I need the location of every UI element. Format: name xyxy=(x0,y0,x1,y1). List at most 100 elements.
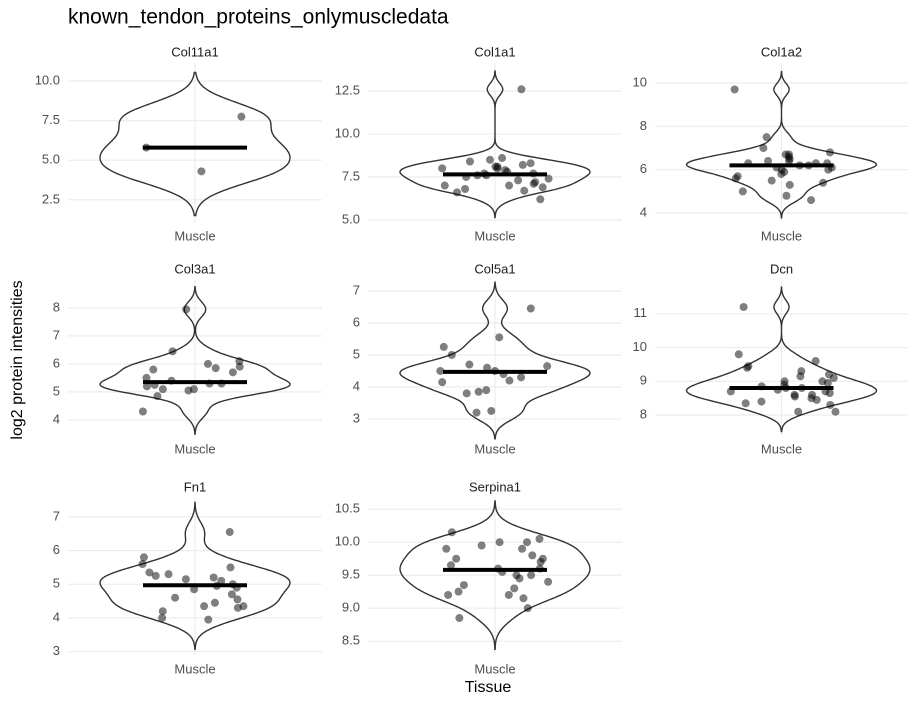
data-point xyxy=(734,350,743,359)
data-point xyxy=(212,581,221,590)
data-point xyxy=(442,544,451,553)
panel-title: Dcn xyxy=(770,261,793,276)
data-point xyxy=(795,161,804,170)
data-point xyxy=(529,169,538,178)
data-point xyxy=(739,303,748,312)
data-point xyxy=(764,157,773,166)
data-point xyxy=(498,567,507,576)
x-tick-label: Muscle xyxy=(474,228,515,243)
data-point xyxy=(482,171,491,180)
y-tick-label: 4 xyxy=(640,205,647,220)
data-point xyxy=(490,366,499,375)
data-point xyxy=(535,534,544,543)
data-point xyxy=(145,568,154,577)
data-point xyxy=(472,408,481,417)
data-point xyxy=(142,373,151,382)
y-tick-label: 10 xyxy=(633,74,647,89)
y-tick-label: 5 xyxy=(353,346,360,361)
data-point xyxy=(444,590,453,599)
data-point xyxy=(139,553,148,562)
data-point xyxy=(197,167,206,176)
data-point xyxy=(726,387,735,396)
data-point xyxy=(510,584,519,593)
data-point xyxy=(794,407,803,416)
data-point xyxy=(519,594,528,603)
data-point xyxy=(168,347,177,356)
data-point xyxy=(825,389,834,398)
data-point xyxy=(526,304,535,313)
violin xyxy=(399,500,591,651)
data-point xyxy=(757,382,766,391)
panel-title: Col11a1 xyxy=(171,44,218,59)
data-point xyxy=(138,560,147,569)
data-point xyxy=(453,188,462,197)
y-tick-label: 7 xyxy=(53,508,60,523)
y-tick-label: 4 xyxy=(53,609,60,624)
data-point xyxy=(182,305,191,314)
data-point xyxy=(495,333,504,342)
x-tick-label: Muscle xyxy=(761,441,802,456)
data-point xyxy=(825,148,834,157)
data-point xyxy=(741,399,750,408)
x-tick-label: Muscle xyxy=(474,441,515,456)
data-point xyxy=(142,382,151,391)
y-tick-label: 6 xyxy=(353,314,360,329)
data-point xyxy=(164,570,173,579)
y-tick-label: 8 xyxy=(640,118,647,133)
y-tick-label: 10.0 xyxy=(35,72,60,87)
data-point xyxy=(167,376,176,385)
y-tick-label: 10.5 xyxy=(335,501,360,516)
y-tick-label: 2.5 xyxy=(42,191,60,206)
data-point xyxy=(203,359,212,368)
violin xyxy=(399,70,591,219)
data-point xyxy=(440,181,449,190)
y-tick-label: 6 xyxy=(640,161,647,176)
data-point xyxy=(823,378,832,387)
data-point xyxy=(824,165,833,174)
x-axis-title: Tissue xyxy=(465,679,512,696)
data-point xyxy=(811,159,820,168)
data-point xyxy=(535,564,544,573)
data-point xyxy=(209,573,218,582)
data-point xyxy=(498,154,507,163)
data-point xyxy=(142,143,151,152)
y-tick-label: 5.0 xyxy=(342,211,360,226)
data-point xyxy=(237,112,246,121)
data-point xyxy=(495,538,504,547)
data-point xyxy=(527,571,536,580)
data-point xyxy=(190,585,199,594)
data-point xyxy=(493,164,502,173)
data-point xyxy=(459,581,468,590)
violin xyxy=(685,70,878,219)
data-point xyxy=(538,183,547,192)
data-point xyxy=(797,384,806,393)
data-point xyxy=(807,196,816,205)
y-tick-label: 9 xyxy=(640,373,647,388)
data-point xyxy=(227,590,236,599)
data-point xyxy=(811,357,820,366)
data-point xyxy=(829,373,838,382)
data-point xyxy=(767,176,776,185)
y-tick-label: 3 xyxy=(353,410,360,425)
data-point xyxy=(785,157,794,166)
data-point xyxy=(233,603,242,612)
y-tick-label: 7 xyxy=(53,327,60,342)
violin xyxy=(99,71,291,217)
data-point xyxy=(773,385,782,394)
data-point xyxy=(782,191,791,200)
data-point xyxy=(536,195,545,204)
data-point xyxy=(217,379,226,388)
data-point xyxy=(462,172,471,181)
x-tick-label: Muscle xyxy=(174,661,215,676)
data-point xyxy=(446,561,455,570)
data-point xyxy=(455,614,464,623)
data-point xyxy=(151,571,160,580)
data-point xyxy=(204,615,213,624)
data-point xyxy=(523,604,532,613)
data-point xyxy=(486,155,495,164)
data-point xyxy=(439,342,448,351)
y-axis-title: log2 protein intensities xyxy=(9,280,26,439)
y-tick-label: 7.5 xyxy=(342,168,360,183)
y-tick-label: 10.0 xyxy=(335,125,360,140)
